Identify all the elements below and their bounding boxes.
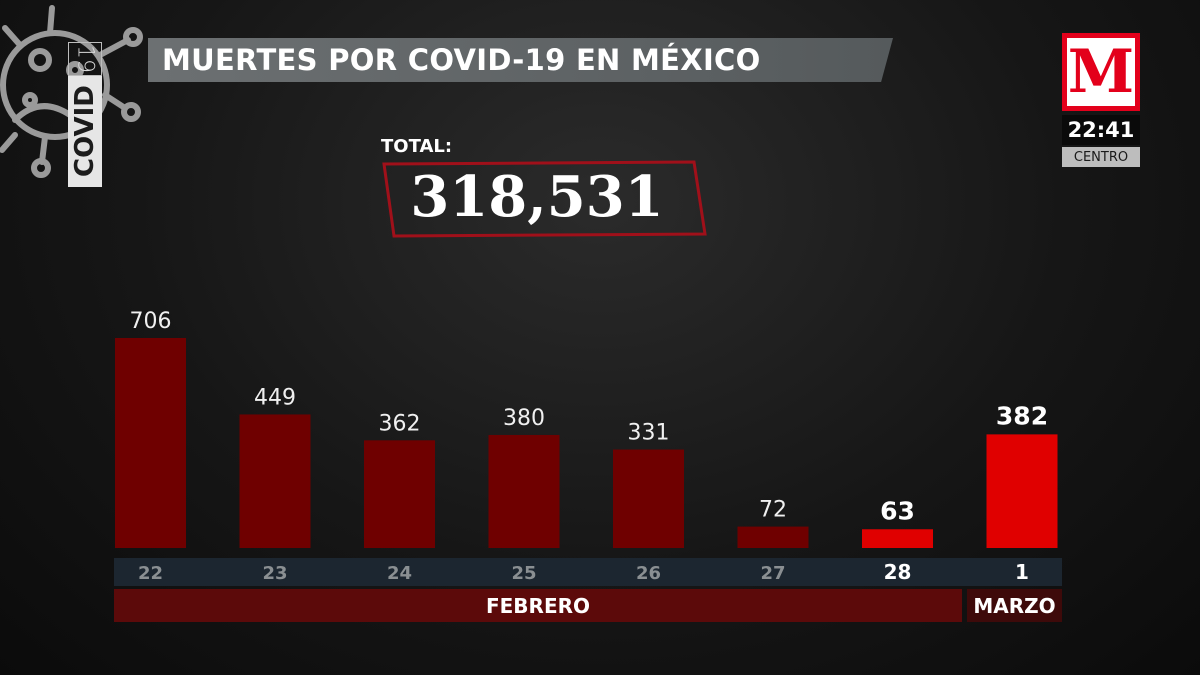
bar-value-label-1: 382 <box>996 401 1048 430</box>
total-label: TOTAL: <box>381 136 453 157</box>
bar-value-label-24: 362 <box>379 411 421 436</box>
bar-value-label-22: 706 <box>130 309 172 334</box>
virus-icon <box>0 5 143 178</box>
bar-28 <box>862 529 933 548</box>
page-title: MUERTES POR COVID-19 EN MÉXICO <box>162 43 761 77</box>
bar-23 <box>239 414 311 548</box>
total-frame <box>382 160 707 238</box>
x-tick-label-26: 26 <box>636 563 661 584</box>
bar-25 <box>488 434 560 548</box>
time-zone: CENTRO <box>1062 147 1140 167</box>
bar-27 <box>737 526 809 548</box>
bar-value-label-25: 380 <box>503 406 545 431</box>
bar-22 <box>115 338 186 548</box>
logo-letter: M <box>1067 37 1135 107</box>
total-box: 318,531 <box>382 160 707 238</box>
clock-time: 22:41 <box>1062 115 1140 145</box>
x-axis-band <box>114 558 1062 586</box>
bar-value-label-26: 331 <box>628 421 670 446</box>
month-label-febrero: FEBRERO <box>485 593 591 618</box>
x-tick-label-24: 24 <box>387 563 412 584</box>
bar-26 <box>613 449 684 548</box>
covid-19-tag: 19 COVID <box>68 42 102 187</box>
x-tick-label-23: 23 <box>262 563 287 584</box>
bar-24 <box>364 440 435 548</box>
covid-tag-number: 19 <box>68 42 102 76</box>
x-tick-label-28: 28 <box>884 560 912 584</box>
bar-value-label-23: 449 <box>254 385 296 410</box>
bar-value-label-28: 63 <box>880 496 915 525</box>
month-band-febrero: FEBRERO <box>114 589 962 622</box>
bar-1 <box>986 434 1058 548</box>
milenio-logo: M <box>1062 33 1140 111</box>
x-tick-label-22: 22 <box>138 563 163 584</box>
bar-value-label-27: 72 <box>759 498 787 523</box>
title-bar: MUERTES POR COVID-19 EN MÉXICO <box>148 38 893 82</box>
month-band-marzo: MARZO <box>967 589 1062 622</box>
x-tick-label-1: 1 <box>1015 560 1029 584</box>
total-value: 318,531 <box>410 164 664 230</box>
x-tick-label-25: 25 <box>511 563 536 584</box>
x-tick-label-27: 27 <box>760 563 785 584</box>
month-label-marzo: MARZO <box>973 593 1056 618</box>
